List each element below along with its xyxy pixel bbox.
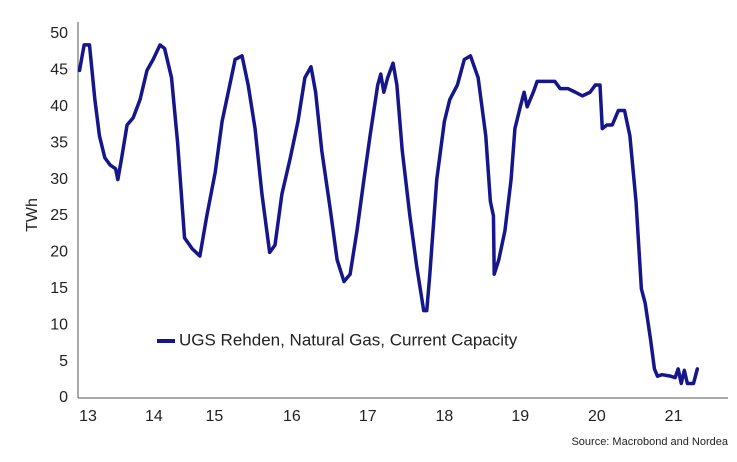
y-tick-label: 15 (50, 280, 68, 297)
x-tick-label: 14 (145, 408, 163, 425)
y-axis-label: TWh (24, 198, 41, 232)
y-tick-label: 40 (50, 98, 68, 115)
y-tick-label: 45 (50, 62, 68, 79)
y-tick-label: 10 (50, 316, 68, 333)
y-tick-label: 50 (50, 25, 68, 42)
y-tick-label: 30 (50, 171, 68, 188)
x-tick-label: 18 (435, 408, 453, 425)
y-tick-label: 25 (50, 207, 68, 224)
x-tick-label: 19 (511, 408, 529, 425)
x-tick-label: 16 (283, 408, 301, 425)
y-tick-label: 0 (59, 389, 68, 406)
series-line (77, 43, 700, 386)
y-tick-label: 35 (50, 134, 68, 151)
x-tick-label: 17 (359, 408, 377, 425)
x-tick-label: 21 (665, 408, 683, 425)
x-tick-label: 15 (206, 408, 224, 425)
y-tick-label: 5 (59, 353, 68, 370)
legend-label: UGS Rehden, Natural Gas, Current Capacit… (179, 330, 518, 349)
x-tick-label: 13 (79, 408, 97, 425)
x-tick-label: 20 (588, 408, 606, 425)
source-note: Source: Macrobond and Nordea (571, 436, 728, 448)
y-tick-label: 20 (50, 244, 68, 261)
